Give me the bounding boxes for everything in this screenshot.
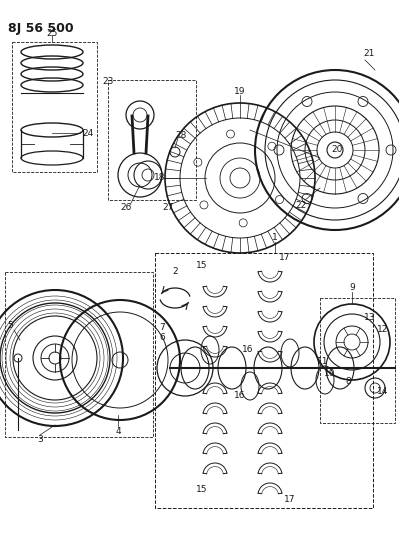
Text: 27: 27: [162, 203, 174, 212]
Text: 10: 10: [324, 369, 336, 378]
Text: 19: 19: [234, 86, 246, 95]
Text: 6: 6: [159, 334, 165, 343]
Text: 7: 7: [159, 324, 165, 333]
Text: 16: 16: [242, 345, 254, 354]
Text: 28: 28: [175, 131, 187, 140]
Text: 8: 8: [345, 377, 351, 386]
Text: 14: 14: [377, 387, 389, 397]
Bar: [5, 272, 153, 437]
Text: 8J 56 500: 8J 56 500: [8, 22, 74, 35]
Text: 15: 15: [196, 261, 208, 270]
Text: 15: 15: [196, 486, 208, 495]
Text: 17: 17: [284, 496, 296, 505]
Text: 26: 26: [120, 203, 132, 212]
Text: 20: 20: [331, 146, 343, 155]
Text: 13: 13: [364, 313, 376, 322]
Bar: [108, 80, 196, 200]
Text: 17: 17: [279, 254, 291, 262]
Text: 25: 25: [46, 28, 58, 37]
Bar: [12, 42, 97, 172]
Text: 5: 5: [7, 320, 13, 329]
Bar: [155, 253, 373, 508]
Text: 11: 11: [317, 358, 329, 367]
Text: 21: 21: [363, 50, 375, 59]
Text: 3: 3: [37, 435, 43, 445]
Text: 2: 2: [172, 268, 178, 277]
Bar: [320, 298, 395, 423]
Text: 18: 18: [154, 174, 166, 182]
Text: 4: 4: [115, 427, 121, 437]
Text: 23: 23: [102, 77, 114, 86]
Text: 9: 9: [349, 284, 355, 293]
Text: 22: 22: [295, 200, 306, 209]
Text: 1: 1: [272, 233, 278, 243]
Text: 24: 24: [82, 128, 94, 138]
Text: 12: 12: [377, 326, 389, 335]
Text: 16: 16: [234, 391, 246, 400]
